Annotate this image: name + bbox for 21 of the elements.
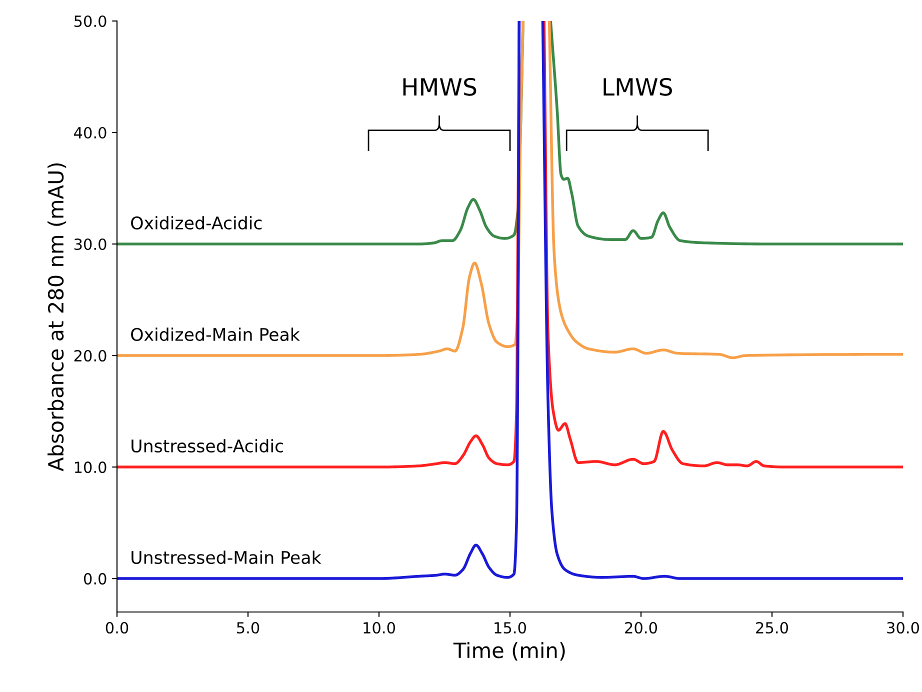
- series-label: Unstressed-Main Peak: [132, 550, 322, 564]
- y-tick-label: 40.0: [74, 126, 106, 139]
- y-tick-label: 30.0: [74, 238, 106, 250]
- x-tick-label: 25.0: [756, 622, 788, 634]
- y-tick-label: 50.0: [74, 15, 106, 28]
- x-tick-label: 20.0: [625, 622, 657, 634]
- annotation: HMWS: [403, 78, 476, 96]
- x-tick-label: 30.0: [887, 622, 919, 634]
- x-tick-label: 15.0: [494, 622, 526, 634]
- series-label: Oxidized-Main Peak: [131, 328, 300, 342]
- x-tick-label: 5.0: [237, 622, 260, 634]
- series-label: Oxidized-Acidic: [131, 216, 262, 230]
- series-label: Unstressed-Acidic: [132, 439, 284, 453]
- x-tick-label: 0.0: [106, 622, 128, 634]
- y-tick-label: 0.0: [84, 573, 106, 585]
- annotation: LMWS: [604, 78, 672, 96]
- y-tick-label: 10.0: [74, 462, 106, 474]
- y-tick-label: 20.0: [74, 350, 106, 362]
- x-tick-label: 10.0: [364, 622, 395, 634]
- x-axis-title: Time (min): [453, 642, 565, 661]
- y-axis-title: Absorbance at 280 nm (mAU): [48, 163, 66, 472]
